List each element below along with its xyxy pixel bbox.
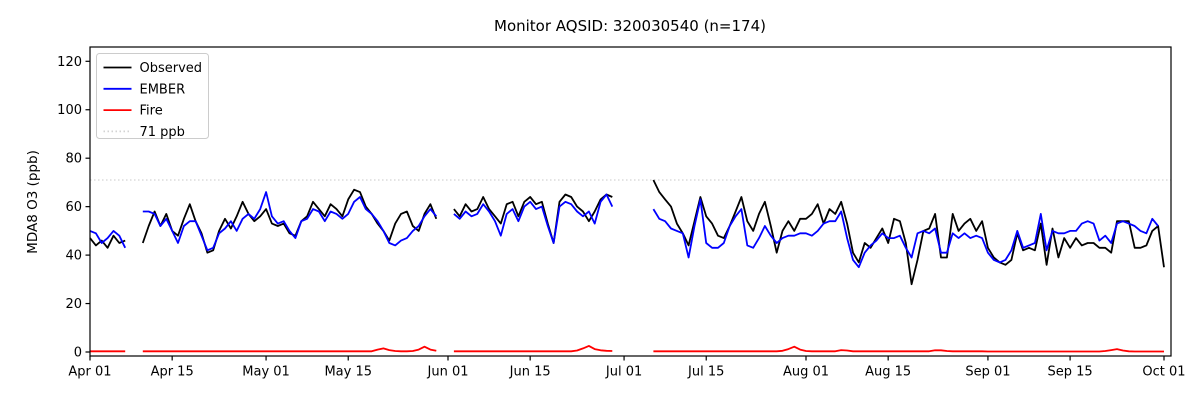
y-axis-label: MDA8 O3 (ppb)	[25, 150, 41, 254]
x-tick-label: Apr 01	[68, 365, 111, 380]
y-tick-label: 40	[65, 249, 82, 264]
fire-line	[142, 345, 437, 353]
legend-label-ember: EMBER	[140, 82, 186, 97]
x-tick-label: May 15	[324, 365, 372, 380]
y-tick-label: 0	[74, 346, 82, 361]
y-tick-label: 60	[65, 200, 82, 215]
observed-line	[89, 234, 126, 249]
x-tick-label: Jul 15	[687, 365, 724, 380]
legend-label-fire: Fire	[140, 104, 163, 119]
series-group	[89, 179, 1165, 353]
ember-line	[89, 229, 127, 249]
x-tick-label: Aug 15	[865, 365, 911, 380]
x-axis-ticks: Apr 01 Apr 15 May 01 May 15 Jun 01 Jun 15 Jul …	[68, 356, 1186, 380]
y-tick-label: 100	[57, 103, 82, 118]
ember-line	[453, 193, 614, 244]
legend-label-71-ppb: 71 ppb	[140, 125, 185, 140]
fire-line	[453, 344, 613, 353]
ember-line	[142, 191, 437, 252]
x-tick-label: May 01	[242, 365, 290, 380]
x-tick-label: Aug 01	[783, 365, 829, 380]
y-tick-label: 80	[65, 152, 82, 167]
x-tick-label: Jul 01	[605, 365, 642, 380]
legend-label-observed: Observed	[140, 61, 203, 76]
x-tick-label: Jun 01	[427, 365, 469, 380]
x-tick-label: Sep 15	[1048, 365, 1093, 380]
x-tick-label: Apr 15	[151, 365, 194, 380]
fire-line	[653, 345, 1164, 353]
x-tick-label: Sep 01	[965, 365, 1010, 380]
axes-frame	[89, 46, 1172, 357]
x-tick-label: Jun 15	[509, 365, 551, 380]
y-axis-ticks: 0 20 40 60 80 100 120	[57, 55, 90, 361]
legend-box	[96, 53, 209, 139]
observed-line	[652, 179, 1165, 286]
y-tick-label: 120	[57, 55, 82, 70]
x-tick-label: Oct 01	[1142, 365, 1185, 380]
ember-line	[652, 198, 1159, 269]
chart-title: Monitor AQSID: 320030540 (n=174)	[494, 17, 766, 35]
plot-area	[90, 47, 1171, 356]
legend: Observed EMBER Fire 71 ppb	[96, 53, 209, 140]
observed-line	[453, 193, 613, 244]
y-tick-label: 20	[65, 297, 82, 312]
